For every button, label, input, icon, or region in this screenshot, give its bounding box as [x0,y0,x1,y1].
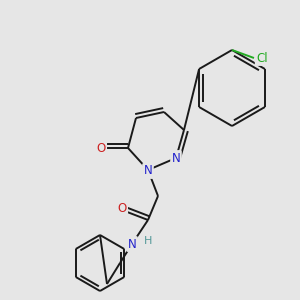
Text: O: O [96,142,106,154]
Text: O: O [117,202,127,215]
Text: N: N [128,238,136,250]
Text: N: N [144,164,152,178]
Text: H: H [144,236,152,246]
Text: Cl: Cl [256,52,268,64]
Text: N: N [172,152,180,164]
